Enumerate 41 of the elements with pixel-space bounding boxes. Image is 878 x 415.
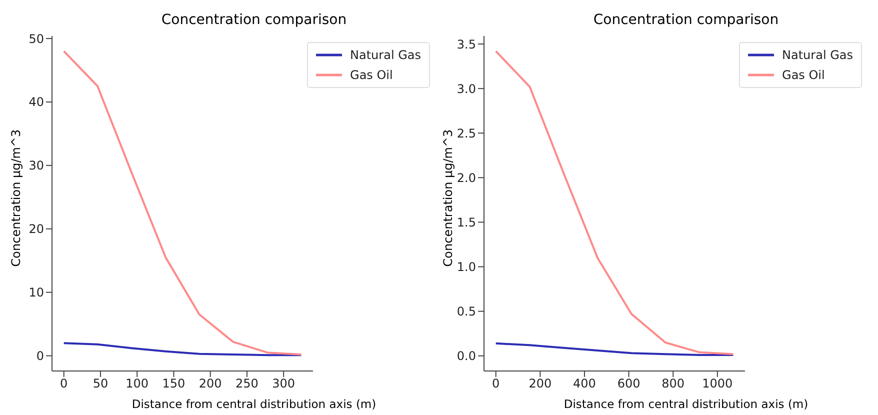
legend-label: Gas Oil — [350, 67, 393, 84]
x-tick-label: 1000 — [702, 376, 733, 391]
y-tick-label: 10 — [28, 286, 44, 300]
line-series — [62, 50, 302, 356]
y-axis-title: Concentration μg/m^3 — [441, 129, 455, 267]
line-series — [494, 342, 734, 356]
x-tick-label: 800 — [662, 376, 685, 391]
x-tick-label: 0 — [60, 376, 68, 391]
y-axis-title: Concentration μg/m^3 — [9, 129, 23, 267]
chart-title: Concentration comparison — [160, 12, 348, 28]
y-tick-label: 0 — [36, 349, 44, 364]
y-tick-label: 2.0 — [456, 170, 476, 185]
y-tick-label: 40 — [28, 95, 44, 110]
x-axis-title: Distance from central distribution axis (m) — [562, 397, 810, 411]
x-tick-label: 0 — [492, 376, 500, 391]
chart-title: Concentration comparison — [592, 12, 780, 28]
legend-label: Natural Gas — [350, 47, 421, 64]
y-tick-label: 2.5 — [456, 126, 476, 140]
y-tick-label: 3.0 — [456, 82, 476, 96]
x-tick-label: 600 — [617, 376, 640, 391]
legend-label: Gas Oil — [782, 67, 825, 84]
y-tick-label: 30 — [28, 158, 44, 173]
x-tick-label: 400 — [573, 376, 596, 391]
line-series — [494, 50, 734, 356]
x-tick-label: 250 — [236, 376, 258, 391]
x-tick-label: 200 — [198, 376, 222, 391]
y-tick-label: 20 — [28, 222, 44, 236]
x-tick-label: 150 — [162, 376, 186, 391]
legend-label: Natural Gas — [782, 47, 853, 64]
y-tick-label: 0.5 — [456, 304, 476, 319]
y-tick-label: 0.0 — [456, 349, 476, 364]
y-tick-label: 50 — [28, 32, 44, 46]
y-tick-label: 1.0 — [456, 260, 476, 274]
y-tick-label: 3.5 — [456, 37, 476, 52]
line-series — [62, 342, 302, 356]
x-tick-label: 200 — [528, 376, 552, 391]
x-tick-label: 300 — [272, 376, 296, 391]
x-tick-label: 100 — [126, 376, 149, 391]
x-axis-title: Distance from central distribution axis (m) — [130, 397, 378, 411]
y-tick-label: 1.5 — [456, 215, 476, 230]
x-tick-label: 50 — [92, 376, 108, 391]
